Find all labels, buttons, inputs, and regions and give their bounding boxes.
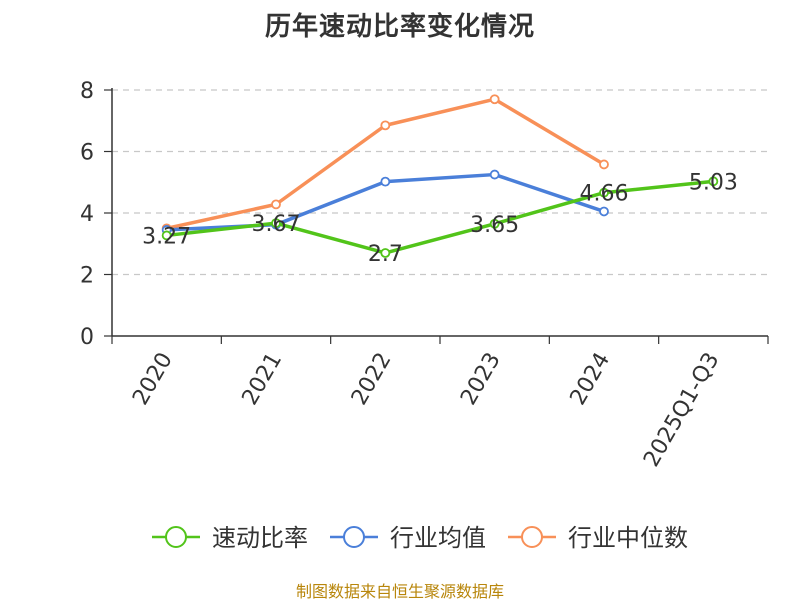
data-point [489, 94, 500, 105]
data-source-note: 制图数据来自恒生聚源数据库 [295, 582, 504, 601]
y-tick-label: 8 [80, 79, 94, 104]
y-tick-label: 2 [80, 264, 94, 289]
data-point [708, 176, 719, 187]
legend-marker [521, 526, 543, 548]
x-tick-label: 2022 [347, 349, 397, 410]
legend-marker [165, 526, 187, 548]
legend-label: 行业均值 [390, 524, 486, 552]
data-point [489, 218, 500, 229]
data-point [271, 218, 281, 229]
legend-item: 行业均值 [330, 524, 486, 552]
y-tick-label: 0 [80, 325, 94, 350]
data-label: 5.03 [689, 170, 738, 195]
legend-label: 行业中位数 [568, 524, 688, 552]
data-label: 3.27 [142, 224, 191, 249]
data-point [380, 176, 391, 187]
data-point [599, 159, 609, 170]
x-tick-label: 2025Q1-Q3 [639, 349, 724, 472]
data-label: 2.7 [368, 242, 403, 267]
x-tick-label: 2024 [566, 349, 616, 410]
x-tick-label: 2020 [128, 349, 178, 410]
chart-title: 历年速动比率变化情况 [264, 12, 535, 42]
series-line [164, 179, 716, 255]
legend-item: 行业中位数 [508, 524, 688, 552]
data-point [599, 187, 609, 198]
y-tick-label: 4 [80, 202, 94, 227]
data-label: 3.65 [470, 213, 519, 238]
y-tick-label: 6 [80, 141, 94, 166]
x-tick-label: 2021 [238, 349, 288, 410]
data-label: 4.66 [580, 182, 629, 207]
data-label: 3.67 [252, 212, 301, 237]
legend-item: 速动比率 [152, 524, 308, 552]
data-point [161, 230, 172, 241]
data-point [599, 206, 609, 217]
series-line [164, 97, 606, 231]
data-point [271, 199, 281, 210]
legend-marker [343, 526, 365, 548]
legend-label: 速动比率 [212, 524, 308, 552]
data-point [380, 120, 391, 131]
data-point [489, 169, 500, 180]
data-point [380, 248, 391, 258]
x-tick-label: 2023 [456, 348, 506, 409]
